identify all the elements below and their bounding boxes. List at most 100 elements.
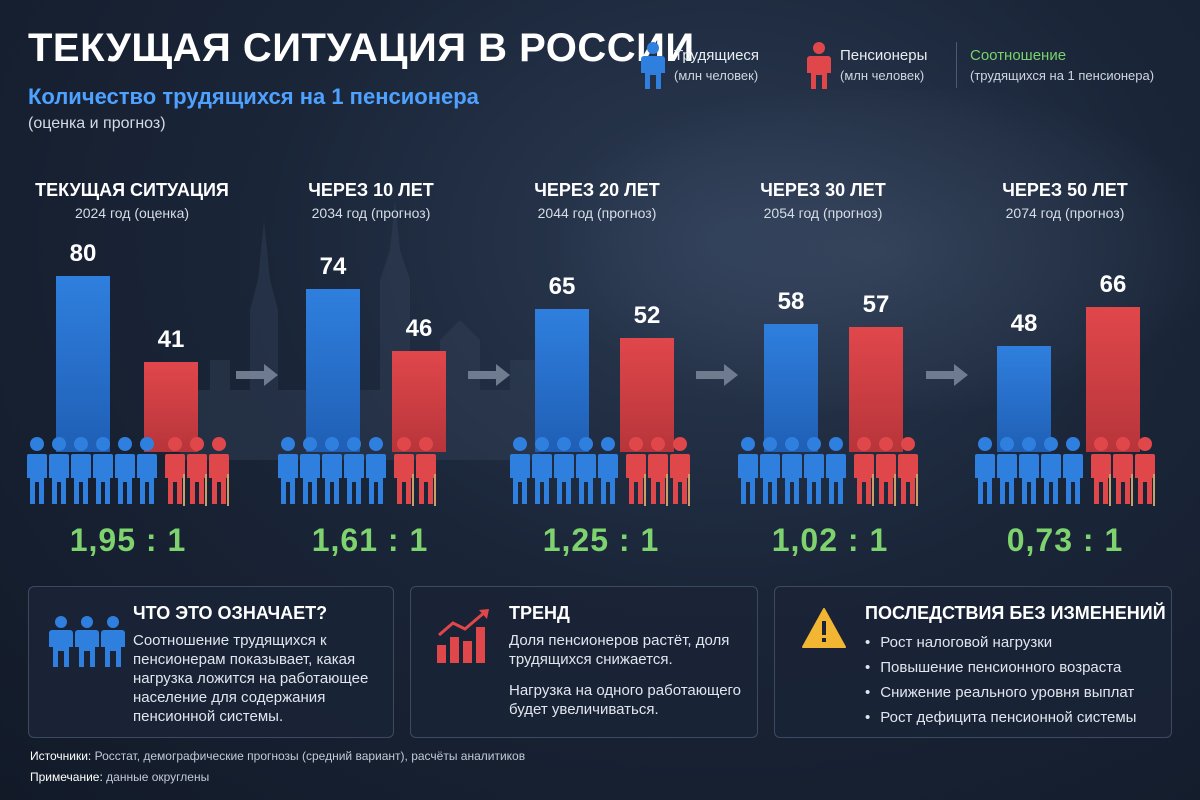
period-title-2: ЧЕРЕЗ 10 ЛЕТ bbox=[308, 180, 434, 200]
worker-person-icon bbox=[1063, 437, 1083, 504]
pensioner-person-icon bbox=[1113, 437, 1133, 506]
worker-person-icon bbox=[997, 437, 1017, 504]
pensioner-person-icon bbox=[648, 437, 668, 506]
pensioner-person-icon bbox=[626, 437, 646, 506]
period-year-1: 2024 год (оценка) bbox=[74, 205, 190, 221]
workers-value-label-3: 65 bbox=[548, 273, 576, 300]
warning-icon bbox=[802, 608, 846, 648]
arrow-right-icon-4 bbox=[926, 364, 968, 386]
group-people-icon bbox=[49, 616, 125, 667]
worker-person-icon bbox=[532, 437, 552, 504]
workers-value-label-5: 48 bbox=[1010, 310, 1038, 338]
consequence-item-4: Рост дефицита пенсионной системы bbox=[865, 705, 1136, 730]
card-trend: ТРЕНД Доля пенсионеров растёт, доля труд… bbox=[410, 586, 758, 738]
pensioner-person-icon bbox=[876, 437, 896, 506]
note-label: Примечание: bbox=[30, 770, 103, 784]
worker-person-icon bbox=[344, 437, 364, 504]
legend-ratio-sub: (трудящихся на 1 пенсионера) bbox=[970, 68, 1155, 83]
legend-workers: Трудящиеся (млн человек) bbox=[640, 36, 759, 96]
sources-label: Источники: bbox=[30, 749, 92, 763]
consequence-item-2: Повышение пенсионного возраста bbox=[865, 655, 1136, 680]
people-icons-1 bbox=[27, 436, 231, 510]
worker-person-icon bbox=[554, 437, 574, 504]
worker-person-icon bbox=[322, 437, 342, 504]
worker-person-icon bbox=[137, 437, 157, 504]
period-title-5: ЧЕРЕЗ 50 ЛЕТ bbox=[1002, 180, 1128, 200]
card-consequences: ПОСЛЕДСТВИЯ БЕЗ ИЗМЕНЕНИЙ Рост налоговой… bbox=[774, 586, 1172, 738]
sources-text: Росстат, демографические прогнозы (средн… bbox=[94, 749, 526, 763]
legend-pensioners-sub: (млн человек) bbox=[840, 68, 925, 83]
arrow-right-icon-1 bbox=[236, 364, 278, 386]
period-year-4: 2054 год (прогноз) bbox=[763, 205, 883, 221]
ratio-value-1: 1,95 : 1 bbox=[69, 522, 187, 558]
card-trend-text-1: Доля пенсионеров растёт, доля трудящихся… bbox=[509, 632, 730, 668]
worker-person-icon bbox=[27, 437, 47, 504]
legend-pensioners: Пенсионеры (млн человек) bbox=[806, 36, 927, 96]
card-meaning: ЧТО ЭТО ОЗНАЧАЕТ? Соотношение трудящихся… bbox=[28, 586, 394, 738]
worker-person-icon bbox=[278, 437, 298, 504]
card-trend-title: ТРЕНД bbox=[509, 603, 570, 623]
period-year-3: 2044 год (прогноз) bbox=[537, 205, 657, 221]
note-text: данные округлены bbox=[106, 770, 210, 784]
sources: Источники: Росстат, демографические прог… bbox=[30, 749, 525, 763]
pensioner-person-icon bbox=[854, 437, 874, 506]
worker-person-icon bbox=[576, 437, 596, 504]
pensioner-person-icon bbox=[209, 437, 229, 506]
pensioner-person-icon bbox=[1091, 437, 1111, 506]
note: Примечание: данные округлены bbox=[30, 770, 209, 784]
worker-person-icon bbox=[71, 437, 91, 504]
worker-person-icon bbox=[1019, 437, 1039, 504]
pensioner-person-icon bbox=[807, 42, 831, 89]
period-title-3: ЧЕРЕЗ 20 ЛЕТ bbox=[534, 180, 660, 200]
consequence-item-3: Снижение реального уровня выплат bbox=[865, 680, 1136, 705]
pensioners-value-label-4: 57 bbox=[862, 290, 890, 318]
page-title: ТЕКУЩАЯ СИТУАЦИЯ В РОССИИ bbox=[28, 26, 695, 70]
arrow-right-icon-3 bbox=[696, 364, 738, 386]
legend-pensioners-label: Пенсионеры bbox=[840, 47, 928, 64]
pensioner-person-icon bbox=[165, 437, 185, 506]
pensioner-person-icon bbox=[670, 437, 690, 506]
pensioners-bar-2 bbox=[392, 350, 446, 452]
worker-person-icon bbox=[760, 437, 780, 504]
workers-value-label-1: 80 bbox=[69, 240, 97, 267]
card-meaning-text: Соотношение трудящихся к пенсионерам пок… bbox=[133, 632, 369, 725]
period-year-5: 2074 год (прогноз) bbox=[1005, 205, 1125, 221]
worker-person-icon bbox=[300, 437, 320, 504]
worker-person-icon bbox=[93, 437, 113, 504]
worker-person-icon bbox=[641, 42, 665, 89]
period-year-2: 2034 год (прогноз) bbox=[311, 205, 431, 221]
consequences-list: Рост налоговой нагрузки Повышение пенсио… bbox=[865, 630, 1136, 730]
pensioner-person-icon bbox=[1135, 437, 1155, 506]
pensioner-person-icon bbox=[187, 437, 207, 506]
workers-value-label-2: 74 bbox=[319, 253, 347, 281]
worker-person-icon bbox=[366, 437, 386, 504]
worker-person-icon bbox=[804, 437, 824, 504]
ratio-value-4: 1,02 : 1 bbox=[771, 522, 889, 558]
legend-ratio: Соотношение (трудящихся на 1 пенсионера) bbox=[964, 36, 1154, 96]
people-icons-3 bbox=[510, 436, 692, 510]
period-title-4: ЧЕРЕЗ 30 ЛЕТ bbox=[760, 180, 886, 200]
worker-person-icon bbox=[1041, 437, 1061, 504]
trend-chart-icon bbox=[437, 609, 489, 663]
worker-person-icon bbox=[115, 437, 135, 504]
pensioner-person-icon bbox=[394, 437, 414, 506]
consequence-item-1: Рост налоговой нагрузки bbox=[865, 630, 1136, 655]
pensioners-bar-4 bbox=[849, 326, 903, 452]
legend-workers-label: Трудящиеся bbox=[674, 47, 760, 64]
legend-divider bbox=[956, 42, 957, 88]
worker-person-icon bbox=[49, 437, 69, 504]
card-meaning-title: ЧТО ЭТО ОЗНАЧАЕТ? bbox=[133, 603, 328, 623]
pensioners-value-label-2: 46 bbox=[405, 314, 433, 342]
period-title-1: ТЕКУЩАЯ СИТУАЦИЯ bbox=[35, 180, 229, 200]
workers-value-label-4: 58 bbox=[777, 288, 805, 316]
worker-person-icon bbox=[826, 437, 846, 504]
pensioners-bar-5 bbox=[1086, 306, 1140, 452]
worker-person-icon bbox=[782, 437, 802, 504]
legend-workers-sub: (млн человек) bbox=[674, 68, 759, 83]
workers-bar-2 bbox=[306, 289, 360, 452]
worker-person-icon bbox=[975, 437, 995, 504]
page-subnote: (оценка и прогноз) bbox=[28, 115, 166, 132]
worker-person-icon bbox=[598, 437, 618, 504]
workers-bar-5 bbox=[997, 346, 1051, 452]
ratio-value-5: 0,73 : 1 bbox=[1006, 522, 1124, 558]
